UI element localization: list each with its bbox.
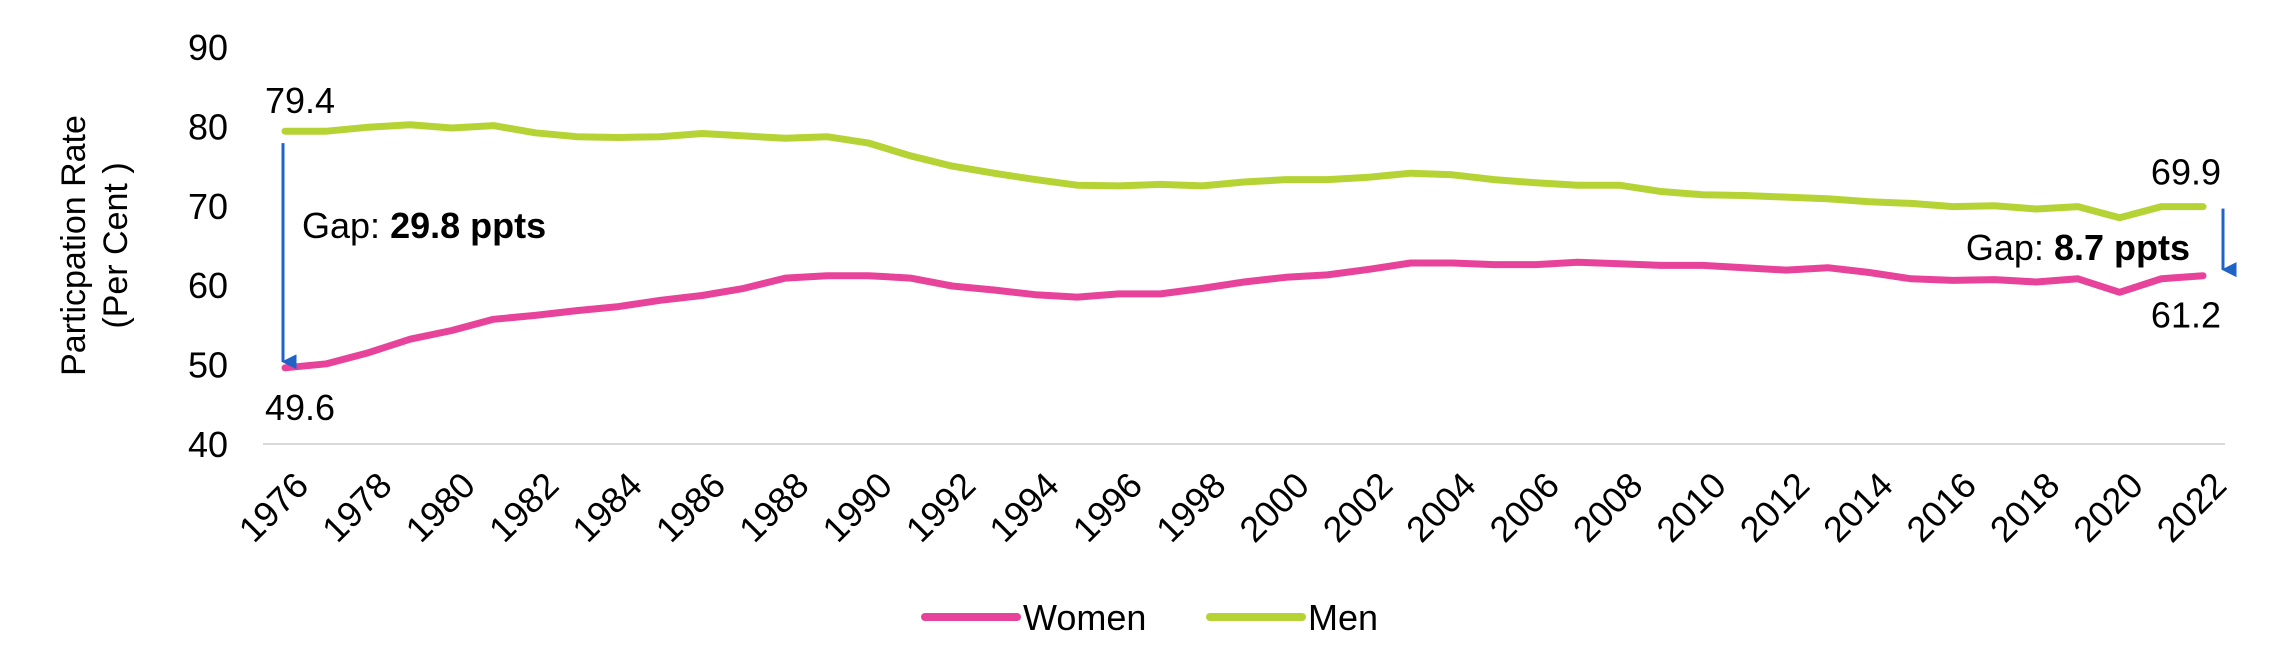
y-tick-label: 90: [188, 27, 228, 68]
x-tick-label: 2018: [1982, 464, 2068, 550]
gap-start-label: Gap: 29.8 ppts: [302, 205, 546, 246]
x-tick-label: 2012: [1732, 464, 1818, 550]
x-tick-label: 1996: [1065, 464, 1151, 550]
series-line-men: [281, 121, 2207, 222]
x-tick-label: 1992: [898, 464, 984, 550]
x-tick-label: 2016: [1898, 464, 1984, 550]
x-tick-label: 2022: [2149, 464, 2235, 550]
y-axis-label: Particpation Rate (Per Cent ): [55, 115, 135, 376]
x-tick-label: 2020: [2065, 464, 2151, 550]
legend: Women Men: [921, 597, 1378, 638]
x-tick-label: 2008: [1565, 464, 1651, 550]
x-tick-label: 1982: [481, 464, 567, 550]
x-tick-label: 1980: [397, 464, 483, 550]
x-tick-label: 1990: [814, 464, 900, 550]
men-end-value-label: 69.9: [2151, 152, 2221, 193]
men-start-value-label: 79.4: [265, 80, 335, 121]
gap-end-label: Gap: 8.7 ppts: [1966, 227, 2190, 268]
x-tick-label: 2006: [1481, 464, 1567, 550]
x-tick-label: 2010: [1648, 464, 1734, 550]
y-axis-label-text: Particpation Rate (Per Cent ): [55, 115, 135, 376]
x-tick-label: 1978: [314, 464, 400, 550]
y-tick-label: 40: [188, 424, 228, 465]
x-tick-label: 1984: [564, 464, 650, 550]
legend-label-men: Men: [1308, 597, 1378, 638]
x-tick-label: 1994: [981, 464, 1067, 550]
women-end-value-label: 61.2: [2151, 295, 2221, 336]
x-tick-label: 1976: [231, 464, 317, 550]
x-tick-label: 2000: [1231, 464, 1317, 550]
y-tick-label: 80: [188, 106, 228, 147]
legend-label-women: Women: [1023, 597, 1146, 638]
series-lines: [281, 121, 2207, 372]
x-tick-label: 1986: [648, 464, 734, 550]
x-tick-label: 2004: [1398, 464, 1484, 550]
x-tick-label: 2014: [1815, 464, 1901, 550]
y-axis-ticks: 40 50 60 70 80 90: [188, 27, 228, 465]
x-tick-label: 1988: [731, 464, 817, 550]
series-line-women: [281, 258, 2207, 372]
women-start-value-label: 49.6: [265, 387, 335, 428]
x-tick-label: 1998: [1148, 464, 1234, 550]
y-tick-label: 70: [188, 186, 228, 227]
x-axis-ticks: 1976197819801982198419861988199019921994…: [231, 464, 2235, 550]
x-tick-label: 2002: [1315, 464, 1401, 550]
y-tick-label: 60: [188, 265, 228, 306]
annotations: 79.4 49.6 69.9 61.2 Gap: 29.8 ppts Gap: 8.7 p…: [265, 80, 2237, 428]
y-tick-label: 50: [188, 345, 228, 386]
